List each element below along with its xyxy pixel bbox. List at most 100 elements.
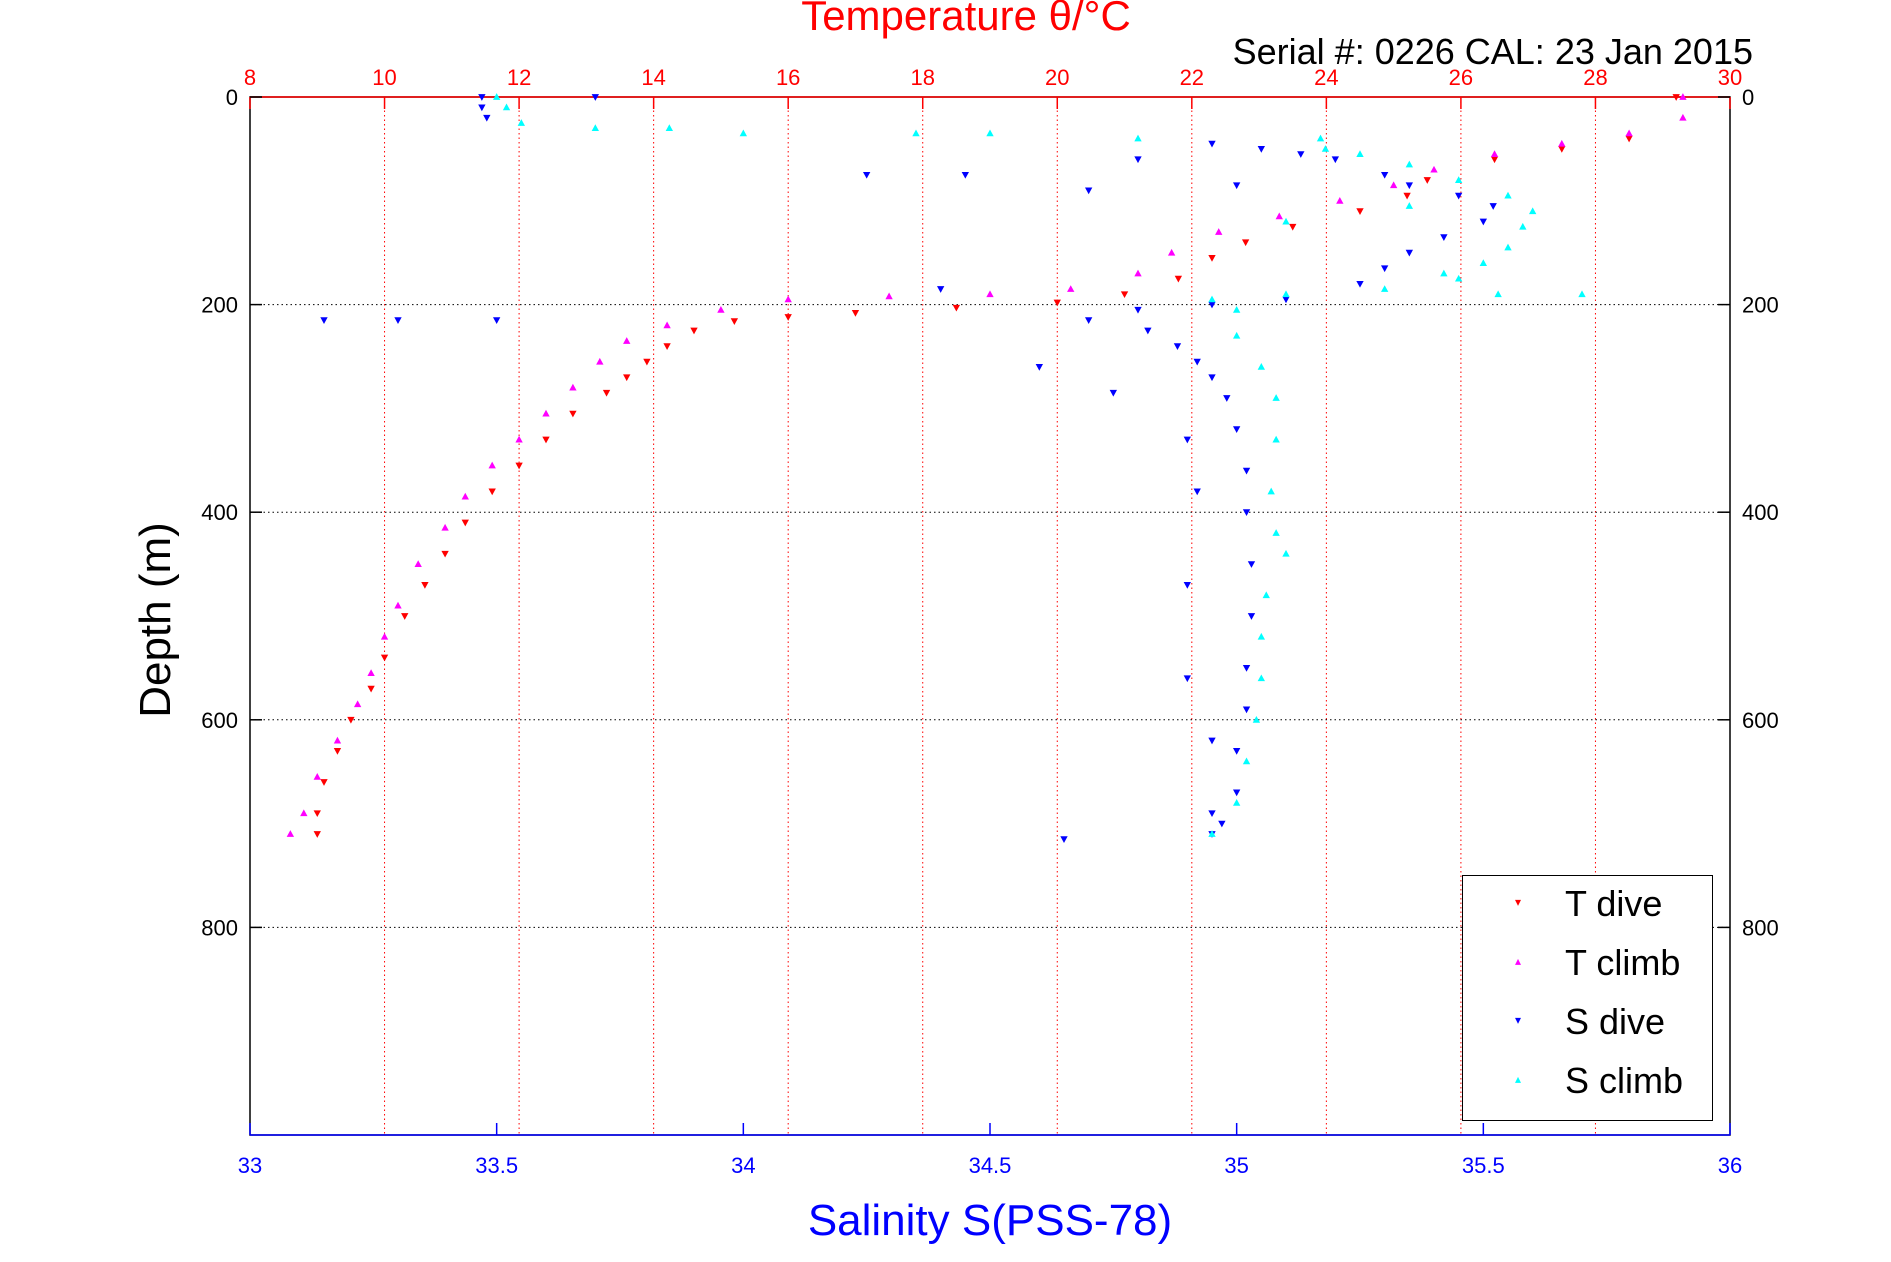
point-s-climb (1232, 799, 1241, 806)
point-t-climb (1679, 93, 1687, 100)
point-t-climb (569, 383, 577, 391)
point-t-dive (1053, 299, 1061, 307)
point-s-climb (1528, 207, 1537, 215)
sal-tick-label: 33.5 (475, 1153, 518, 1178)
temp-tick-label: 28 (1583, 65, 1607, 90)
point-t-dive (730, 318, 739, 326)
sal-tick-label: 34 (731, 1153, 755, 1178)
point-s-dive (1035, 363, 1044, 371)
point-t-dive (1403, 192, 1411, 200)
point-t-climb (380, 632, 389, 640)
point-s-dive (862, 171, 871, 179)
point-t-climb (623, 337, 631, 344)
legend-item-s-climb: ▴ S climb (1463, 1053, 1714, 1112)
sal-tick-label: 34.5 (969, 1153, 1012, 1178)
point-s-dive (1242, 467, 1251, 475)
legend-item-s-dive: ▾ S dive (1463, 994, 1714, 1053)
y-axis-label: Depth (m) (131, 522, 180, 718)
point-s-climb (1272, 394, 1280, 401)
point-t-climb (784, 295, 792, 303)
point-t-climb (542, 409, 550, 417)
point-t-dive (1490, 156, 1499, 164)
point-t-dive (367, 685, 375, 693)
point-t-climb (885, 292, 893, 300)
point-s-dive (591, 94, 600, 101)
point-s-dive (1134, 306, 1142, 314)
point-s-dive (1405, 182, 1414, 190)
point-s-dive (1242, 706, 1251, 714)
point-t-dive (952, 304, 961, 312)
point-s-dive (1247, 561, 1256, 568)
point-s-climb (1272, 435, 1280, 443)
point-t-climb (394, 601, 402, 609)
point-t-dive (380, 654, 389, 662)
point-s-climb (1232, 331, 1241, 339)
point-t-climb (1336, 196, 1344, 204)
point-s-dive (1208, 810, 1216, 818)
depth-tick-label-right: 400 (1742, 500, 1779, 525)
point-s-climb (1519, 222, 1527, 230)
depth-tick-label-left: 0 (226, 85, 238, 110)
point-s-climb (1257, 632, 1266, 640)
point-t-dive (1208, 254, 1216, 262)
point-s-climb (591, 124, 600, 132)
point-t-dive (313, 831, 321, 838)
point-s-dive (492, 317, 501, 325)
point-s-climb (1380, 285, 1389, 292)
point-s-dive (1232, 182, 1241, 190)
point-s-dive (936, 286, 945, 293)
point-s-dive (1247, 613, 1256, 620)
point-s-dive (1218, 820, 1226, 828)
point-s-climb (1494, 290, 1502, 298)
depth-tick-label-left: 600 (201, 708, 238, 733)
point-s-dive (1208, 140, 1216, 148)
legend-item-t-climb: ▴ T climb (1463, 935, 1714, 994)
point-s-dive (1109, 389, 1118, 397)
point-s-climb (1321, 145, 1330, 152)
point-s-dive (1454, 192, 1463, 200)
point-s-dive (1223, 395, 1231, 402)
temp-tick-label: 20 (1045, 65, 1069, 90)
point-s-climb (1405, 160, 1414, 168)
point-t-climb (333, 736, 342, 744)
data-points (286, 93, 1687, 844)
point-s-climb (1316, 134, 1325, 142)
point-s-climb (1257, 674, 1266, 682)
point-t-climb (596, 357, 604, 365)
temp-tick-label: 10 (372, 65, 396, 90)
point-s-climb (1282, 217, 1290, 225)
point-t-dive (347, 716, 355, 724)
point-t-climb (286, 830, 295, 837)
depth-tick-label-right: 200 (1742, 293, 1779, 318)
point-s-dive (1282, 296, 1290, 304)
point-s-dive (1232, 426, 1241, 433)
point-s-dive (1489, 203, 1497, 210)
point-t-dive (333, 748, 342, 755)
legend-label-s-dive: S dive (1565, 1001, 1666, 1042)
point-s-dive (483, 114, 491, 122)
point-t-dive (1356, 208, 1364, 216)
point-s-climb (1440, 269, 1448, 277)
point-s-climb (1356, 150, 1364, 157)
point-t-dive (542, 436, 550, 444)
point-s-climb (1504, 191, 1512, 199)
point-s-dive (1060, 836, 1068, 844)
point-t-dive (461, 519, 469, 527)
point-s-dive (1193, 488, 1201, 496)
legend: ▾ T dive ▴ T climb ▾ S dive ▴ S climb (1462, 875, 1713, 1121)
point-s-climb (1134, 134, 1142, 142)
point-s-climb (1257, 363, 1266, 370)
temp-tick-label: 18 (910, 65, 934, 90)
point-s-dive (1183, 436, 1192, 444)
point-s-dive (1242, 509, 1251, 517)
point-t-climb (1134, 269, 1142, 277)
point-s-climb (1405, 202, 1414, 209)
point-s-climb (739, 129, 748, 137)
temp-tick-label: 24 (1314, 65, 1338, 90)
temp-tick-label: 16 (776, 65, 800, 90)
point-t-climb (313, 773, 321, 780)
chart-subtitle: Serial #: 0226 CAL: 23 Jan 2015 (1233, 31, 1753, 72)
point-t-dive (1672, 94, 1680, 101)
point-s-dive (1193, 358, 1201, 366)
